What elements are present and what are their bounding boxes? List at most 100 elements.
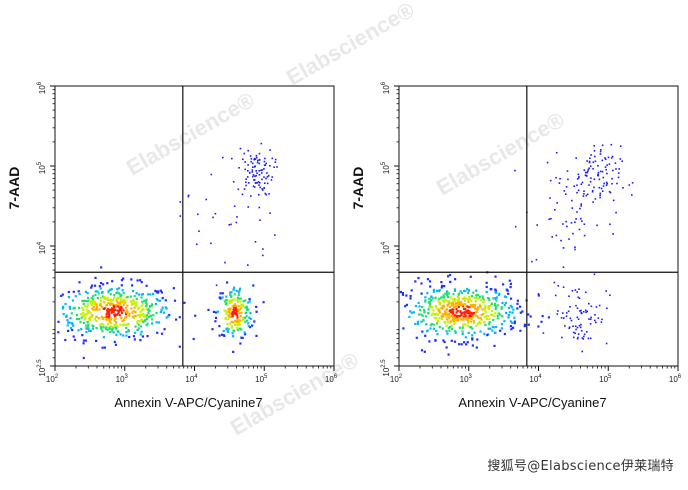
event-point <box>577 189 580 192</box>
event-point <box>109 298 112 301</box>
event-point <box>446 290 449 293</box>
event-point <box>578 297 581 299</box>
event-point <box>479 322 482 325</box>
event-point <box>230 223 232 226</box>
event-point <box>479 304 482 308</box>
y-tick-label: 105 <box>381 161 391 174</box>
event-point <box>239 315 242 318</box>
event-point <box>589 318 592 321</box>
event-point <box>546 161 549 164</box>
event-point <box>461 305 465 308</box>
event-point <box>560 317 563 319</box>
event-point <box>604 157 606 159</box>
event-point <box>547 316 550 319</box>
event-point <box>484 310 487 313</box>
event-point <box>68 307 72 310</box>
event-point <box>219 292 222 295</box>
event-point <box>428 303 432 306</box>
event-point <box>480 318 483 321</box>
event-point <box>256 172 258 174</box>
event-point <box>85 330 88 334</box>
event-point <box>491 329 494 332</box>
event-point <box>120 294 123 297</box>
event-point <box>149 293 152 296</box>
event-point <box>86 299 89 303</box>
event-point <box>550 217 552 220</box>
y-axis: 102.5 104 105 106 <box>37 81 55 377</box>
event-point <box>586 160 588 162</box>
event-point <box>455 311 458 314</box>
event-point <box>595 321 597 324</box>
event-point <box>236 317 239 320</box>
event-point <box>482 297 485 300</box>
event-point <box>235 310 238 313</box>
event-point <box>482 313 485 316</box>
event-point <box>109 293 112 296</box>
event-point <box>111 280 114 283</box>
credit-caption: 搜狐号@Elabscience伊莱瑞特 <box>487 459 674 474</box>
event-point <box>218 334 221 337</box>
event-point <box>615 168 617 170</box>
event-point <box>433 312 436 315</box>
event-layer <box>57 142 278 360</box>
event-point <box>146 335 149 338</box>
event-point <box>120 317 123 320</box>
event-point <box>501 315 504 318</box>
event-point <box>95 305 98 308</box>
event-point <box>466 311 470 314</box>
event-point <box>561 336 563 339</box>
event-point <box>438 311 442 314</box>
event-point <box>556 313 559 315</box>
event-point <box>494 275 497 278</box>
event-point <box>66 319 69 322</box>
event-point <box>80 316 83 319</box>
event-point <box>86 310 89 313</box>
event-point <box>124 296 127 299</box>
event-point <box>236 316 239 319</box>
event-point <box>270 179 273 181</box>
event-point <box>234 307 237 310</box>
event-point <box>145 308 148 311</box>
event-point <box>151 304 154 307</box>
event-point <box>119 333 122 336</box>
event-point <box>239 342 242 345</box>
event-point <box>578 228 581 231</box>
event-point <box>466 298 469 301</box>
event-point <box>91 284 94 287</box>
event-point <box>214 212 217 215</box>
event-point <box>457 299 460 302</box>
event-point <box>104 307 107 310</box>
event-point <box>440 307 443 310</box>
event-point <box>404 305 407 308</box>
event-point <box>69 327 73 330</box>
event-point <box>126 304 129 307</box>
event-point <box>114 326 117 329</box>
event-point <box>232 321 235 324</box>
event-point <box>241 319 244 322</box>
event-point <box>255 170 257 172</box>
event-point <box>225 328 228 331</box>
event-point <box>587 168 590 171</box>
event-point <box>610 157 613 159</box>
event-point <box>222 334 226 337</box>
event-point <box>142 313 145 316</box>
event-point <box>106 309 109 312</box>
event-point <box>247 325 250 328</box>
event-point <box>141 308 144 311</box>
event-point <box>483 320 486 324</box>
event-point <box>148 315 151 318</box>
event-point <box>597 174 599 177</box>
event-point <box>125 306 128 309</box>
event-point <box>583 234 586 237</box>
event-point <box>500 327 503 330</box>
event-point <box>575 157 577 159</box>
event-point <box>255 182 257 184</box>
event-point <box>429 327 432 330</box>
event-point <box>66 324 69 327</box>
event-point <box>465 343 468 346</box>
event-point <box>237 308 240 311</box>
event-point <box>231 311 234 314</box>
event-point <box>577 336 579 339</box>
event-point <box>99 299 102 302</box>
event-point <box>468 314 471 317</box>
